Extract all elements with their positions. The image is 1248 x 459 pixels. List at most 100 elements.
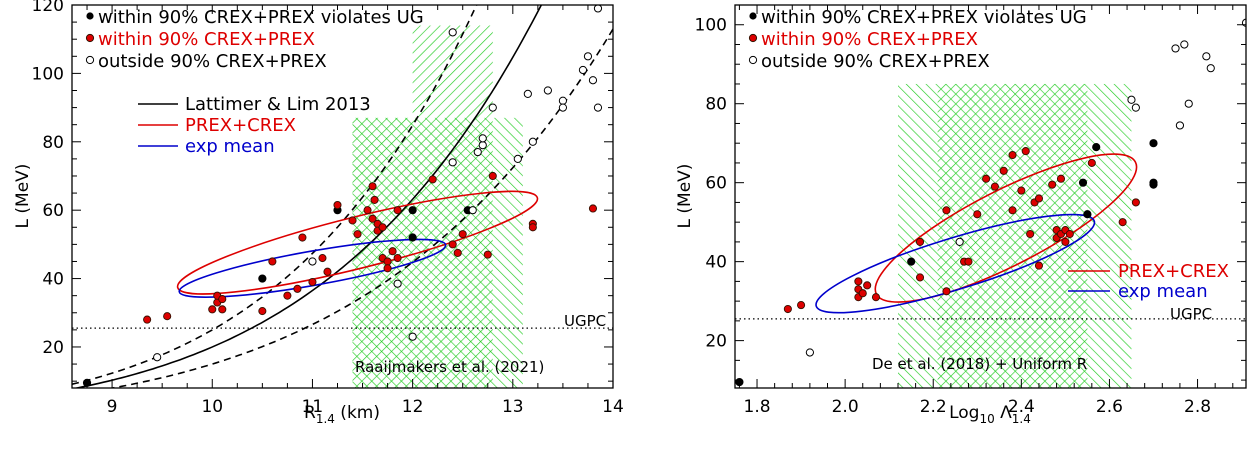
y-tick-label: 100 [695, 16, 727, 36]
point-outside-90 [514, 155, 521, 162]
legend-label: within 90% CREX+PREX [98, 29, 315, 50]
point-outside-90 [154, 354, 161, 361]
point-violates-ug [409, 207, 416, 214]
legend-label: PREX+CREX [1118, 261, 1229, 282]
left-panel: 9 10 11 12 13 1420406080100120 R1.4 (km) L (M… [13, 0, 624, 426]
point-outside-90 [594, 104, 601, 111]
y-tick-label: 80 [705, 95, 727, 115]
point-outside-90 [309, 258, 316, 265]
point-outside-90 [489, 104, 496, 111]
x-tick-label: 9 [107, 397, 118, 417]
point-within-90 [449, 241, 456, 248]
right-panel: 1.8 2.0 2.2 2.4 2.6 2.8 20 40 60 80 100 Log10 Λ1.4… [675, 5, 1248, 426]
x-tick-label: 2.8 [1184, 397, 1211, 417]
y-tick-label: 60 [42, 201, 64, 221]
legend-label: exp mean [185, 136, 275, 157]
legend-label: Lattimer & Lim 2013 [185, 94, 371, 115]
point-within-90 [324, 268, 331, 275]
point-outside-90 [1176, 122, 1183, 129]
point-within-90 [859, 290, 866, 297]
y-tick-label: 60 [705, 174, 727, 194]
point-within-90 [389, 248, 396, 255]
y-tick-label: 20 [705, 332, 727, 352]
hatched-bands [898, 84, 1131, 388]
point-within-90 [1119, 219, 1126, 226]
point-within-90 [965, 258, 972, 265]
point-within-90 [864, 282, 871, 289]
hatched-band-2 [413, 26, 493, 118]
point-outside-90 [469, 207, 476, 214]
point-within-90 [209, 306, 216, 313]
legend-marker [86, 56, 93, 63]
point-within-90 [974, 211, 981, 218]
point-outside-90 [474, 148, 481, 155]
legend-label: outside 90% CREX+PREX [761, 51, 990, 72]
point-within-90 [269, 258, 276, 265]
point-within-90 [454, 249, 461, 256]
point-within-90 [1132, 199, 1139, 206]
lattimer-lower-curve [72, 29, 613, 395]
point-outside-90 [1203, 53, 1210, 60]
point-within-90 [991, 183, 998, 190]
point-violates-ug [1150, 181, 1157, 188]
legend-marker [86, 34, 93, 41]
hatched-band-1 [353, 118, 493, 388]
point-within-90 [371, 196, 378, 203]
hatched-bands [353, 26, 523, 388]
legend-marker [86, 12, 93, 19]
legend-label: exp mean [1118, 281, 1208, 302]
legend-label: within 90% CREX+PREX [761, 29, 978, 50]
legend-marker [749, 12, 756, 19]
point-within-90 [1022, 147, 1029, 154]
point-within-90 [259, 307, 266, 314]
point-within-90 [943, 288, 950, 295]
legend-label: outside 90% CREX+PREX [98, 51, 327, 72]
point-within-90 [429, 176, 436, 183]
point-within-90 [164, 313, 171, 320]
point-outside-90 [584, 53, 591, 60]
point-outside-90 [544, 87, 551, 94]
point-outside-90 [1181, 41, 1188, 48]
point-within-90 [1088, 159, 1095, 166]
y-tick-label: 20 [42, 338, 64, 358]
point-within-90 [384, 265, 391, 272]
point-outside-90 [956, 238, 963, 245]
point-within-90 [299, 234, 306, 241]
y-axis-label: L (MeV) [675, 164, 695, 229]
point-violates-ug [1084, 211, 1091, 218]
point-violates-ug [1079, 179, 1086, 186]
point-outside-90 [579, 66, 586, 73]
point-outside-90 [559, 104, 566, 111]
ugpc-label: UGPC [564, 312, 606, 330]
point-within-90 [589, 205, 596, 212]
point-within-90 [334, 201, 341, 208]
point-within-90 [219, 295, 226, 302]
point-within-90 [872, 294, 879, 301]
point-within-90 [144, 316, 151, 323]
point-outside-90 [1207, 65, 1214, 72]
point-outside-90 [1242, 19, 1248, 26]
point-within-90 [309, 278, 316, 285]
point-outside-90 [806, 349, 813, 356]
ugpc-label: UGPC [1170, 305, 1212, 323]
point-within-90 [784, 305, 791, 312]
point-within-90 [529, 224, 536, 231]
x-axis-label: R1.4 (km) [304, 403, 380, 426]
point-within-90 [1009, 151, 1016, 158]
x-tick-label: 14 [602, 397, 624, 417]
point-within-90 [1027, 230, 1034, 237]
point-within-90 [294, 285, 301, 292]
point-outside-90 [479, 142, 486, 149]
point-within-90 [1000, 167, 1007, 174]
x-tick-label: 2.0 [832, 397, 859, 417]
point-within-90 [319, 254, 326, 261]
x-tick-label: 10 [201, 397, 223, 417]
point-violates-ug [409, 234, 416, 241]
point-violates-ug [1093, 144, 1100, 151]
point-within-90 [394, 207, 401, 214]
y-axis-label: L (MeV) [13, 164, 33, 229]
point-within-90 [982, 175, 989, 182]
point-within-90 [484, 251, 491, 258]
y-tick-label: 40 [42, 270, 64, 290]
